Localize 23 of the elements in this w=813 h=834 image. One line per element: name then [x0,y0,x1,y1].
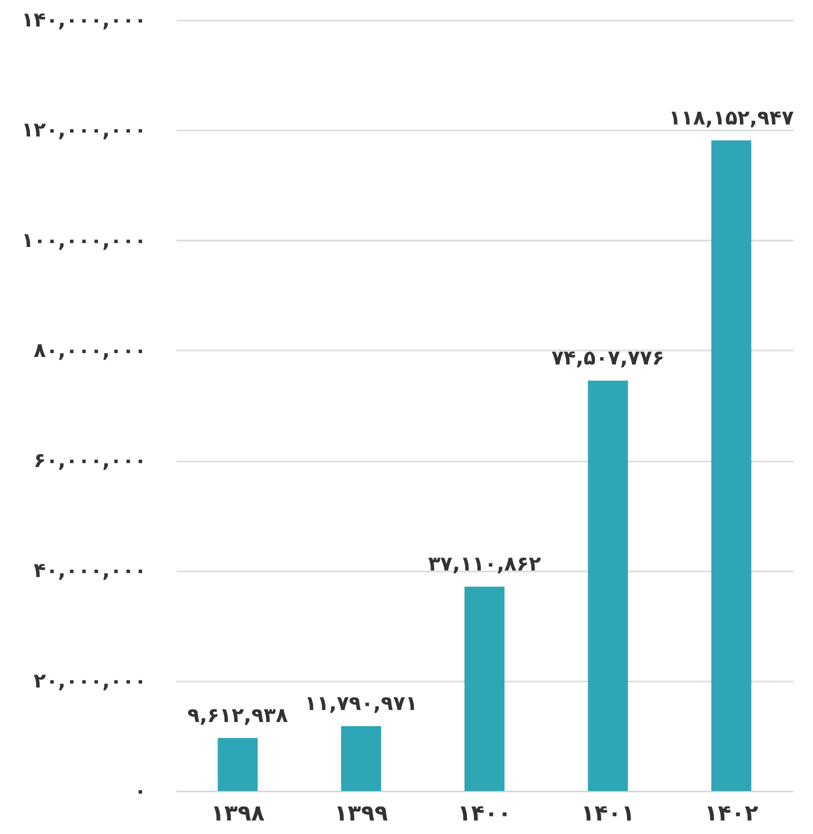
x-tick-label: ۱۴۰۲ [704,802,759,826]
y-tick-label: ۱۴۰,۰۰۰,۰۰۰ [21,8,146,32]
bar [588,380,628,791]
x-tick-label: ۱۳۹۹ [334,802,388,826]
bar [711,140,752,791]
y-tick-label: ۱۲۰,۰۰۰,۰۰۰ [21,118,146,142]
y-tick-label: ۸۰,۰۰۰,۰۰۰ [34,338,146,362]
x-tick-label: ۱۴۰۰ [458,802,512,826]
bar [341,726,382,791]
x-tick-label: ۱۴۰۱ [581,802,635,826]
bar [218,738,258,791]
y-tick-label: ۲۰,۰۰۰,۰۰۰ [34,668,146,692]
y-tick-label: ۱۰۰,۰۰۰,۰۰۰ [21,228,146,252]
x-tick-label: ۱۳۹۸ [210,802,266,826]
y-tick-label: ۶۰,۰۰۰,۰۰۰ [34,448,146,472]
data-label: ۷۴,۵۰۷,۷۷۶ [551,346,664,370]
y-tick-label: ۰ [134,778,146,802]
y-tick-label: ۴۰,۰۰۰,۰۰۰ [34,558,146,582]
data-label: ۹,۶۱۲,۹۳۸ [187,703,288,728]
data-label: ۳۷,۱۱۰,۸۶۲ [428,552,541,576]
bar [464,586,504,791]
data-label: ۱۱۸,۱۵۲,۹۴۷ [668,105,794,130]
data-label: ۱۱,۷۹۰,۹۷۱ [304,691,418,716]
